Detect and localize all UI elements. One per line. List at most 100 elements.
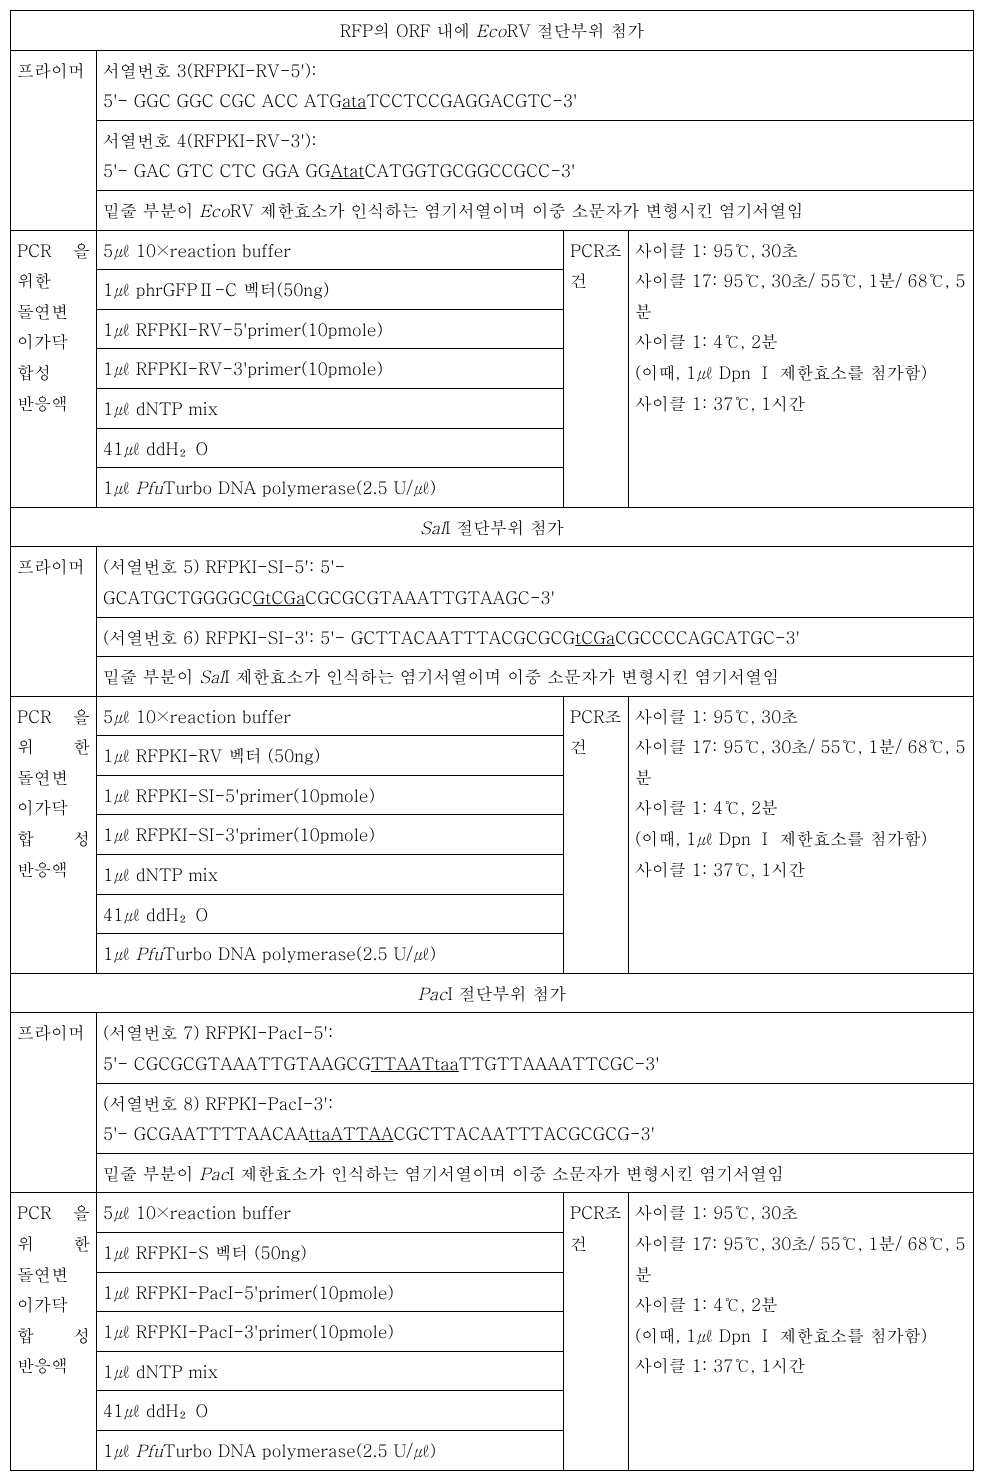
sec1-mix0: 5㎕ 10×reaction buffer — [97, 696, 564, 736]
sec0-p1-pre: 5'- GGC GGC CGC ACC ATG — [103, 88, 342, 112]
sec1-mix1: 1㎕ RFPKI-RV 벡터 (50ng) — [97, 736, 564, 776]
sec2-enz: Pac — [418, 981, 448, 1005]
sec0-mix6-post: Turbo DNA polymerase(2.5 U/㎕) — [163, 475, 436, 499]
sec0-mix6: 1㎕ PfuTurbo DNA polymerase(2.5 U/㎕) — [97, 468, 564, 508]
sec2-mix6: 1㎕ PfuTurbo DNA polymerase(2.5 U/㎕) — [97, 1430, 564, 1470]
sec0-ml1: 위한 — [17, 268, 51, 292]
sec0-ml3: 이가닥 — [17, 329, 68, 353]
sec0-c4: 사이클 1: 37℃, 1시간 — [635, 391, 805, 415]
sec2-cond-label: PCR조건 — [564, 1193, 629, 1470]
sec2-mix2: 1㎕ RFPKI-PacI-5'primer(10pmole) — [97, 1272, 564, 1312]
sec2-note: 밑줄 부분이 PacI 제한효소가 인식하는 염기서열이며 이중 소문자가 변형… — [97, 1153, 974, 1193]
sec0-c0: 사이클 1: 95℃, 30초 — [635, 238, 798, 262]
sec2-mix4: 1㎕ dNTP mix — [97, 1351, 564, 1391]
sec0-note-enz: Eco — [199, 198, 230, 222]
sec2-ml4: 합 성 — [17, 1323, 90, 1347]
sec0-c1: 사이클 17: 95℃, 30초/ 55℃, 1분/ 68℃, 5분 — [635, 268, 965, 323]
sec0-p2-pre: 5'- GAC GTC CTC GGA GG — [103, 158, 331, 182]
sec1-mix5: 41㎕ ddH₂O — [97, 894, 564, 934]
sec2-c4: 사이클 1: 37℃, 1시간 — [635, 1353, 805, 1377]
sec1-p2-pre: (서열번호 6) RFPKI-SI-3': 5'- GCTTACAATTTACG… — [103, 625, 575, 649]
sec1-c1: 사이클 17: 95℃, 30초/ 55℃, 1분/ 68℃, 5분 — [635, 734, 965, 789]
sec2-mix6-post: Turbo DNA polymerase(2.5 U/㎕) — [163, 1438, 436, 1462]
sec0-cond: 사이클 1: 95℃, 30초 사이클 17: 95℃, 30초/ 55℃, 1… — [629, 230, 974, 507]
sec1-cond: 사이클 1: 95℃, 30초 사이클 17: 95℃, 30초/ 55℃, 1… — [629, 696, 974, 973]
sec0-mix0: 5㎕ 10×reaction buffer — [97, 230, 564, 270]
sec1-header: SalI 절단부위 첨가 — [11, 507, 974, 547]
sec2-ml5: 반응액 — [17, 1353, 68, 1377]
sec0-mix5: 41㎕ ddH₂O — [97, 428, 564, 468]
sec2-primer1: (서열번호 7) RFPKI-PacI-5': 5'- CGCGCGTAAATT… — [97, 1013, 974, 1083]
sec0-c3: (이때, 1㎕ Dpn Ⅰ 제한효소를 첨가함) — [635, 360, 927, 384]
sec2-primer2: (서열번호 8) RFPKI-PacI-3': 5'- GCGAATTTTAAC… — [97, 1083, 974, 1153]
sec0-mix-label: PCR 을 위한 돌연변 이가닥 합성 반응액 — [11, 230, 97, 507]
sec1-p1-title: (서열번호 5) RFPKI-SI-5': 5'- — [103, 554, 345, 578]
sec1-note-pre: 밑줄 부분이 — [103, 664, 199, 688]
sec2-p1-title: (서열번호 7) RFPKI-PacI-5': — [103, 1020, 333, 1044]
sec0-enzyme: Eco — [476, 18, 507, 42]
sec2-ml2: 돌연변 — [17, 1262, 68, 1286]
sec0-p2-title: 서열번호 4(RFPKI-RV-3'): — [103, 128, 317, 152]
sec1-p1-pre: GCATGCTGGGGC — [103, 585, 253, 609]
sec2-mix3: 1㎕ RFPKI-PacI-3'primer(10pmole) — [97, 1312, 564, 1352]
sec1-mix3: 1㎕ RFPKI-SI-3'primer(10pmole) — [97, 815, 564, 855]
sec1-p2-u: tCGa — [575, 625, 615, 649]
sec2-mix1: 1㎕ RFPKI-S 벡터 (50ng) — [97, 1233, 564, 1273]
sec2-suf: I 절단부위 첨가 — [447, 981, 566, 1005]
sec0-cond-label: PCR조건 — [564, 230, 629, 507]
sec1-mix2: 1㎕ RFPKI-SI-5'primer(10pmole) — [97, 775, 564, 815]
sec1-c4: 사이클 1: 37℃, 1시간 — [635, 857, 805, 881]
sec2-c0: 사이클 1: 95℃, 30초 — [635, 1200, 798, 1224]
sec2-mix5: 41㎕ ddH₂O — [97, 1391, 564, 1431]
sec2-c2: 사이클 1: 4℃, 2분 — [635, 1292, 778, 1316]
sec2-note-pre: 밑줄 부분이 — [103, 1161, 199, 1185]
sec1-mix6-it: Pfu — [136, 941, 163, 965]
sec0-p2-post: CATGGTGCGGCCGCC-3' — [364, 158, 575, 182]
sec1-cond-label: PCR조건 — [564, 696, 629, 973]
sec1-primer-label: 프라이머 — [11, 547, 97, 696]
sec0-note-pre: 밑줄 부분이 — [103, 198, 199, 222]
sec2-primer-label: 프라이머 — [11, 1013, 97, 1193]
sec2-note-enz: Pac — [199, 1161, 229, 1185]
sec0-mix6-pre: 1㎕ — [103, 475, 136, 499]
sec2-note-post: I 제한효소가 인식하는 염기서열이며 이중 소문자가 변형시킨 염기서열임 — [229, 1161, 784, 1185]
sec1-enz: Sal — [420, 515, 445, 539]
sec0-c2: 사이클 1: 4℃, 2분 — [635, 329, 778, 353]
sec2-p1-post: TTGTTAAAATTCGC-3' — [459, 1051, 660, 1075]
sec1-ml3: 이가닥 — [17, 795, 68, 819]
sec2-ml0: PCR 을 — [17, 1200, 90, 1224]
sec1-note: 밑줄 부분이 SalI 제한효소가 인식하는 염기서열이며 이중 소문자가 변형… — [97, 657, 974, 697]
sec0-primer1: 서열번호 3(RFPKI-RV-5'): 5'- GGC GGC CGC ACC… — [97, 50, 974, 120]
sec1-note-enz: Sal — [199, 664, 224, 688]
sec2-mix-label: PCR 을 위 한 돌연변 이가닥 합 성 반응액 — [11, 1193, 97, 1470]
sec1-mix6-post: Turbo DNA polymerase(2.5 U/㎕) — [163, 941, 436, 965]
sec0-p1-post: TCCTCCGAGGACGTC-3' — [366, 88, 577, 112]
sec2-mix0: 5㎕ 10×reaction buffer — [97, 1193, 564, 1233]
sec0-ml2: 돌연변 — [17, 299, 68, 323]
sec1-mix6-pre: 1㎕ — [103, 941, 136, 965]
sec2-p2-title: (서열번호 8) RFPKI-PacI-3': — [103, 1091, 333, 1115]
sec2-p1-u: TTAATtaa — [371, 1051, 459, 1075]
sec2-p2-pre: 5'- GCGAATTTTAACAA — [103, 1121, 309, 1145]
sec0-p1-title: 서열번호 3(RFPKI-RV-5'): — [103, 58, 317, 82]
sec1-ml0: PCR 을 — [17, 704, 90, 728]
sec1-primer1: (서열번호 5) RFPKI-SI-5': 5'- GCATGCTGGGGCGt… — [97, 547, 974, 617]
sec0-mix6-it: Pfu — [136, 475, 163, 499]
sec1-c2: 사이클 1: 4℃, 2분 — [635, 795, 778, 819]
sec0-header: RFP의 ORF 내에 EcoRV 절단부위 첨가 — [11, 11, 974, 51]
sec0-header-suf: RV 절단부위 첨가 — [507, 18, 645, 42]
sec1-mix6: 1㎕ PfuTurbo DNA polymerase(2.5 U/㎕) — [97, 934, 564, 974]
sec2-p2-u: ttaATTAA — [309, 1121, 394, 1145]
sec0-p1-u: ata — [342, 88, 367, 112]
sec2-c1: 사이클 17: 95℃, 30초/ 55℃, 1분/ 68℃, 5분 — [635, 1231, 965, 1286]
sec0-mix1: 1㎕ phrGFPⅡ-C 벡터(50ng) — [97, 270, 564, 310]
sec1-note-post: I 제한효소가 인식하는 염기서열이며 이중 소문자가 변형시킨 염기서열임 — [224, 664, 779, 688]
sec2-mix6-pre: 1㎕ — [103, 1438, 136, 1462]
sec2-cond: 사이클 1: 95℃, 30초 사이클 17: 95℃, 30초/ 55℃, 1… — [629, 1193, 974, 1470]
sec1-ml1: 위 한 — [17, 734, 90, 758]
sec2-mix6-it: Pfu — [136, 1438, 163, 1462]
sec2-p1-pre: 5'- CGCGCGTAAATTGTAAGCG — [103, 1051, 371, 1075]
sec0-p2-u: Atat — [331, 158, 365, 182]
sec0-mix4: 1㎕ dNTP mix — [97, 388, 564, 428]
sec0-note: 밑줄 부분이 EcoRV 제한효소가 인식하는 염기서열이며 이중 소문자가 변… — [97, 190, 974, 230]
